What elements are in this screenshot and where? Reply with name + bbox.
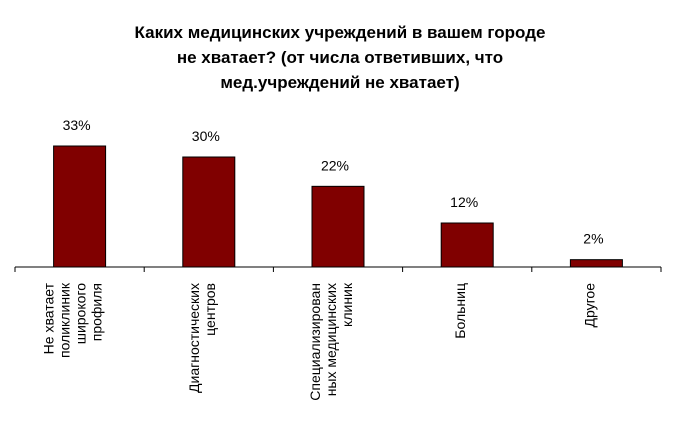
data-label: 22%	[321, 157, 349, 173]
category-label: Другое	[581, 283, 597, 328]
chart-title-line-3: мед.учреждений не хватает)	[220, 73, 459, 92]
category-label: Специализированных медицинскихклиник	[307, 282, 355, 401]
category-label-line: Другое	[581, 283, 597, 328]
category-label: Не хватаетполиклиникширокогопрофиля	[41, 282, 105, 358]
category-label-line: клиник	[339, 282, 355, 327]
bar	[311, 185, 365, 268]
category-label-line: широкого	[73, 283, 89, 344]
category-label: Диагностическихцентров	[186, 283, 218, 393]
data-label: 30%	[192, 128, 220, 144]
category-label-line: поликлиник	[57, 282, 73, 358]
chart-title-line-1: Каких медицинских учреждений в вашем гор…	[135, 23, 546, 42]
category-label-line: Больниц	[452, 283, 468, 339]
category-label: Больниц	[452, 283, 468, 339]
category-label-line: центров	[202, 283, 218, 336]
plot-area: 33% Не хватаетполиклиникширокогопрофиля 30…	[14, 117, 662, 401]
data-label: 2%	[583, 231, 603, 247]
category-label-line: Диагностических	[186, 283, 202, 393]
bar	[569, 259, 623, 268]
category-label-line: ных медицинских	[323, 283, 339, 396]
category-label-line: профиля	[89, 283, 105, 341]
category-label-line: Специализирован	[307, 283, 323, 401]
data-label: 33%	[63, 117, 91, 133]
category-label-line: Не хватает	[41, 282, 57, 354]
bar	[440, 222, 494, 268]
chart-title-line-2: не хватает? (от числа ответивших, что	[177, 48, 503, 67]
bar	[53, 145, 107, 268]
data-label: 12%	[450, 194, 478, 210]
bar	[182, 156, 236, 268]
chart-title: Каких медицинских учреждений в вашем гор…	[135, 23, 546, 92]
